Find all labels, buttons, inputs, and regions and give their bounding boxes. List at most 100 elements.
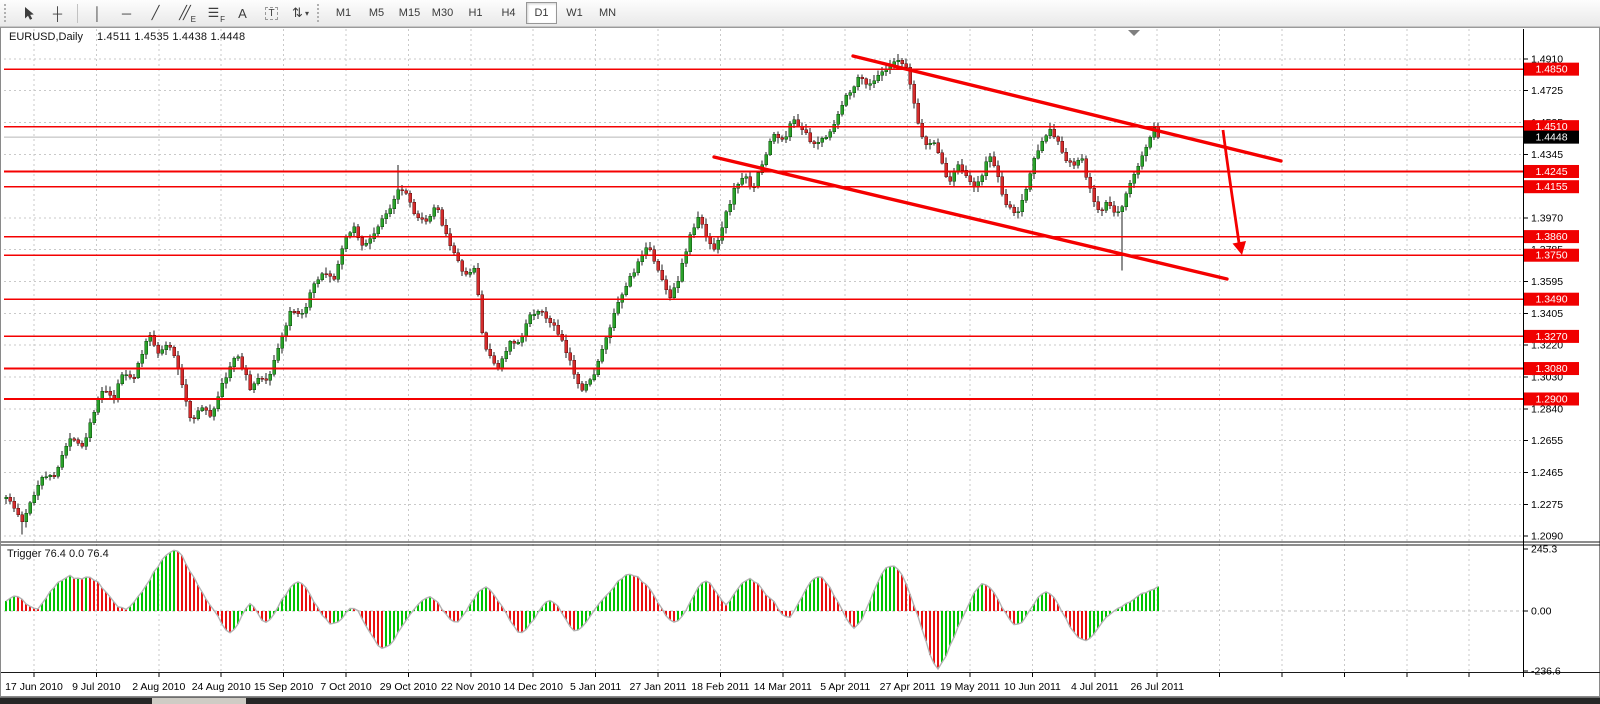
candle [988,152,992,168]
horizontal-levels [4,68,1523,400]
candle-body [552,322,556,326]
timeframe-w1-button[interactable]: W1 [566,7,583,19]
candle [704,218,708,242]
candle [612,308,616,331]
lower-descending-trendline[interactable] [712,155,1229,281]
candle-body [676,280,680,288]
tool-trendline-button[interactable]: ╱ [142,1,169,25]
candle [552,319,556,332]
chart-window: 1.49101.47251.45351.43451.41551.39701.37… [0,27,1600,697]
tool-fibonacci-button[interactable]: ☰ F [200,1,227,25]
timeframe-m30-button[interactable]: M30 [431,7,454,19]
candle-body [1100,209,1104,212]
candle [300,308,304,319]
chart-canvas[interactable]: 1.49101.47251.45351.43451.41551.39701.37… [1,28,1600,698]
candle-body [196,410,200,420]
candle [176,350,180,375]
candle [436,205,440,213]
candle-body [308,292,312,308]
candle [820,136,824,147]
timeframe-group: M1 M5 M15 M30 H1 H4 D1 W1 MN [327,0,624,27]
toolbar-grip[interactable] [4,4,10,22]
candle [680,258,684,283]
candle [756,170,760,189]
candle [112,390,116,404]
candle-body [336,264,340,280]
date-label: 26 Jul 2011 [1130,681,1184,693]
price-level-badge [1524,62,1579,76]
candle-body [600,349,604,362]
date-label: 10 Jun 2011 [1004,681,1061,693]
tool-arrows-button[interactable]: ⇅ ▾ [287,1,314,25]
candle-body [1008,204,1012,208]
candle-body [296,311,300,315]
timeframe-m5-button[interactable]: M5 [368,7,385,19]
candle [164,341,168,355]
timeframe-mn-button[interactable]: MN [598,7,617,19]
chart-shift-marker[interactable] [1128,30,1140,36]
candle-body [120,374,124,385]
candle [156,341,160,358]
price-level-badge [1524,329,1579,343]
candle-body [948,176,952,182]
date-label: 14 Mar 2011 [754,681,812,693]
candle-body [772,133,776,142]
candle-body [104,390,108,393]
candle-body [708,236,712,244]
upper-descending-trendline[interactable] [851,54,1283,163]
candle [428,213,432,224]
candle-body [764,154,768,166]
candle [1112,200,1116,217]
candle [716,236,720,254]
timeframe-h4-button[interactable]: H4 [501,7,516,19]
timeframe-m15-button[interactable]: M15 [398,7,421,19]
price-level-badge-text: 1.4510 [1535,121,1567,133]
timeframe-m1-button[interactable]: M1 [335,7,352,19]
tool-text-label-button[interactable]: T [258,1,285,25]
candle-body [208,409,212,417]
projection-arrow-down[interactable] [1221,129,1241,244]
candle [1036,144,1040,160]
price-level-badge [1524,180,1579,194]
chevron-down-icon: ▾ [304,8,309,18]
candle [288,306,292,331]
candle-body [476,268,480,295]
channel-icon: ╱╱ [179,5,190,20]
candle [180,363,184,388]
timeframe-toolbar-grip[interactable] [317,4,323,22]
candle [984,156,988,181]
candle-body [444,224,448,235]
candle [412,198,416,216]
candle [432,204,436,220]
candle [1008,200,1012,210]
candle-body [352,226,356,233]
oscillator-scale-label: 0.00 [1531,606,1552,618]
tool-horizontal-line-button[interactable]: ─ [113,1,140,25]
tool-cursor-button[interactable] [15,1,42,25]
candle-body [36,484,40,496]
candle [656,258,660,273]
candle [476,263,480,297]
candle [508,340,512,356]
candle-body [1132,174,1136,184]
tool-crosshair-button[interactable]: ┼ [44,1,71,25]
candle-body [72,438,76,441]
candle-body [756,172,760,187]
timeframe-h1-button[interactable]: H1 [468,7,483,19]
tool-text-button[interactable]: A [229,1,256,25]
price-level-badge-text: 1.3860 [1535,231,1567,243]
candle [292,308,296,315]
candle [1040,137,1044,153]
tool-equidistant-channel-button[interactable]: ╱╱ E [171,1,198,25]
candle [308,289,312,311]
candle-body [464,271,468,275]
timeframe-d1-button[interactable]: D1 [526,2,557,24]
candle-body [1036,150,1040,159]
candle-body [940,152,944,164]
price-level-badge-text: 1.3080 [1535,363,1567,375]
candle-body [880,71,884,76]
candle-body [68,438,72,447]
tool-vertical-line-button[interactable]: │ [84,1,111,25]
candle-body [608,327,612,338]
price-level-badge-text: 1.3490 [1535,294,1567,306]
